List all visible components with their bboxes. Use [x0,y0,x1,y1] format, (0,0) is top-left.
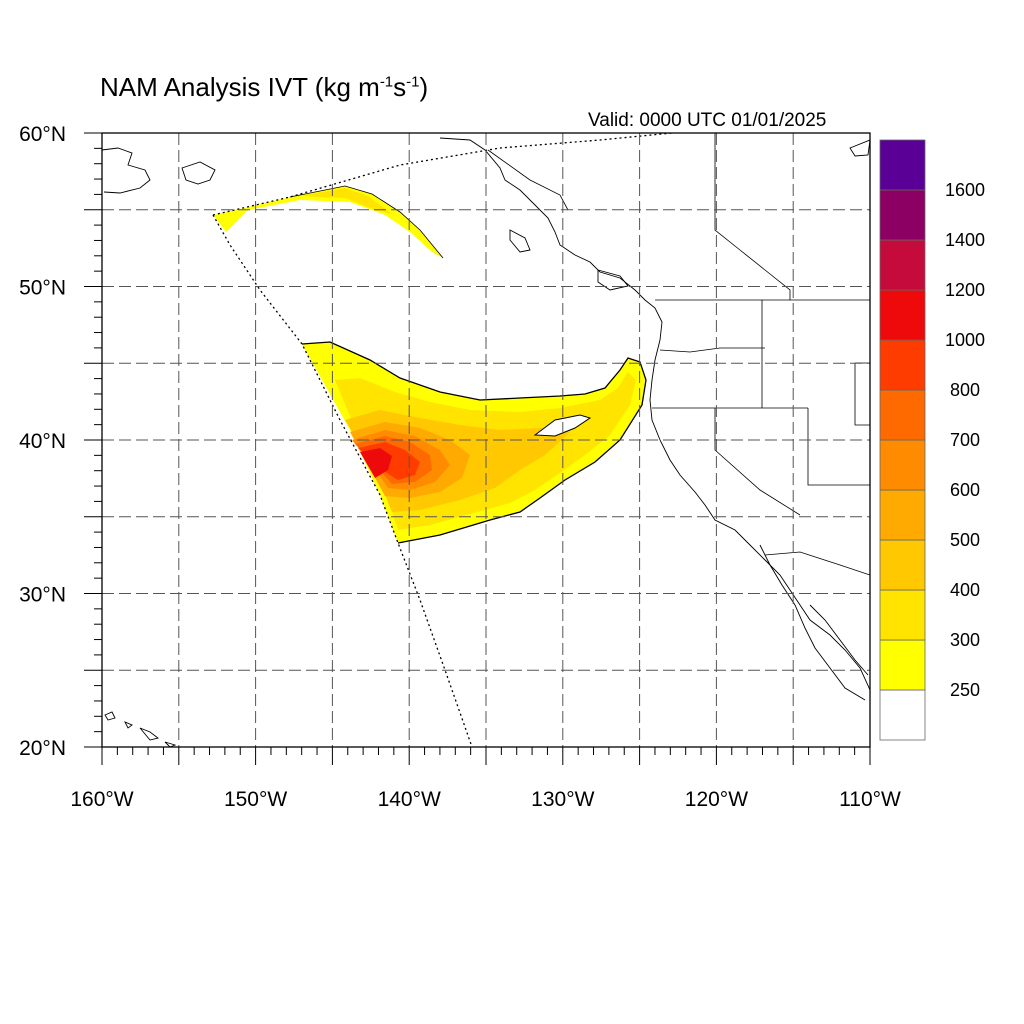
colorbar-swatch [879,539,926,591]
colorbar-label: 1400 [945,230,985,250]
colorbar-swatch [879,339,926,391]
lon-label: 160°W [70,788,133,811]
border-nv [714,408,801,516]
ivt-river-1000 [360,448,392,478]
coastline-gulf [809,604,869,676]
border-mexico [764,551,870,576]
domain-boundary [212,214,473,747]
colorbar-label: 250 [950,680,980,700]
lat-label: 40°N [19,430,66,453]
border-ut [854,362,870,426]
colorbar-swatch [879,239,926,291]
colorbar-label: 800 [950,380,980,400]
colorbar: 250 300 400 500 600 700 800 1000 1200 1400 1600 [879,139,985,741]
coastlines [102,137,870,747]
border-bc-alberta [714,133,791,300]
colorbar-swatch [879,389,926,441]
colorbar-label: 700 [950,430,980,450]
colorbar-label: 1000 [945,330,985,350]
colorbar-label: 600 [950,480,980,500]
lat-label: 20°N [19,737,66,760]
ivt-plume-north-outline [289,185,444,259]
colorbar-swatch [879,489,926,541]
colorbar-swatch [879,639,926,691]
lon-label: 150°W [224,788,287,811]
ivt-plume-north [213,186,443,258]
border-nv-ut [807,408,870,486]
ivt-plume-north-core [300,188,392,214]
colorbar-swatch [879,289,926,341]
coastline-baja [759,544,866,701]
lat-label: 50°N [19,277,66,300]
coastline-east-alaska [849,139,870,157]
colorbar-label: 500 [950,530,980,550]
colorbar-swatch [879,689,926,741]
axis-labels: 160°W 150°W 140°W 130°W 120°W 110°W 60°N 50°N 40… [19,123,901,811]
coastline-panhandle [439,137,870,691]
colorbar-label: 300 [950,630,980,650]
colorbar-swatch [879,189,926,241]
map-title: NAM Analysis IVT (kg m-1s-1) [100,72,429,102]
graticule [102,133,870,747]
border-alaska-canada [487,149,569,211]
axis-ticks [84,132,871,765]
colorbar-label: 1600 [945,180,985,200]
coastline-alaska-islands [181,161,216,185]
political-borders [487,133,870,576]
lon-label: 110°W [839,788,901,811]
coastline-bc-islands [509,229,629,291]
domain-boundary-north [212,133,673,216]
border-wa-or [659,347,765,353]
lat-label: 30°N [19,584,66,607]
valid-time: Valid: 0000 UTC 01/01/2025 [588,110,827,131]
lon-label: 130°W [531,788,594,811]
ivt-river-outline [301,341,647,544]
colorbar-swatch [879,439,926,491]
lat-label: 60°N [19,123,66,146]
coastline-alaska [102,147,151,194]
colorbar-label: 1200 [945,280,985,300]
ivt-field [213,185,647,544]
lon-label: 140°W [378,788,441,811]
coastline-hawaii [104,711,177,747]
colorbar-label: 400 [950,580,980,600]
colorbar-swatch [879,139,926,191]
colorbar-swatch [879,589,926,641]
lon-label: 120°W [685,788,748,811]
